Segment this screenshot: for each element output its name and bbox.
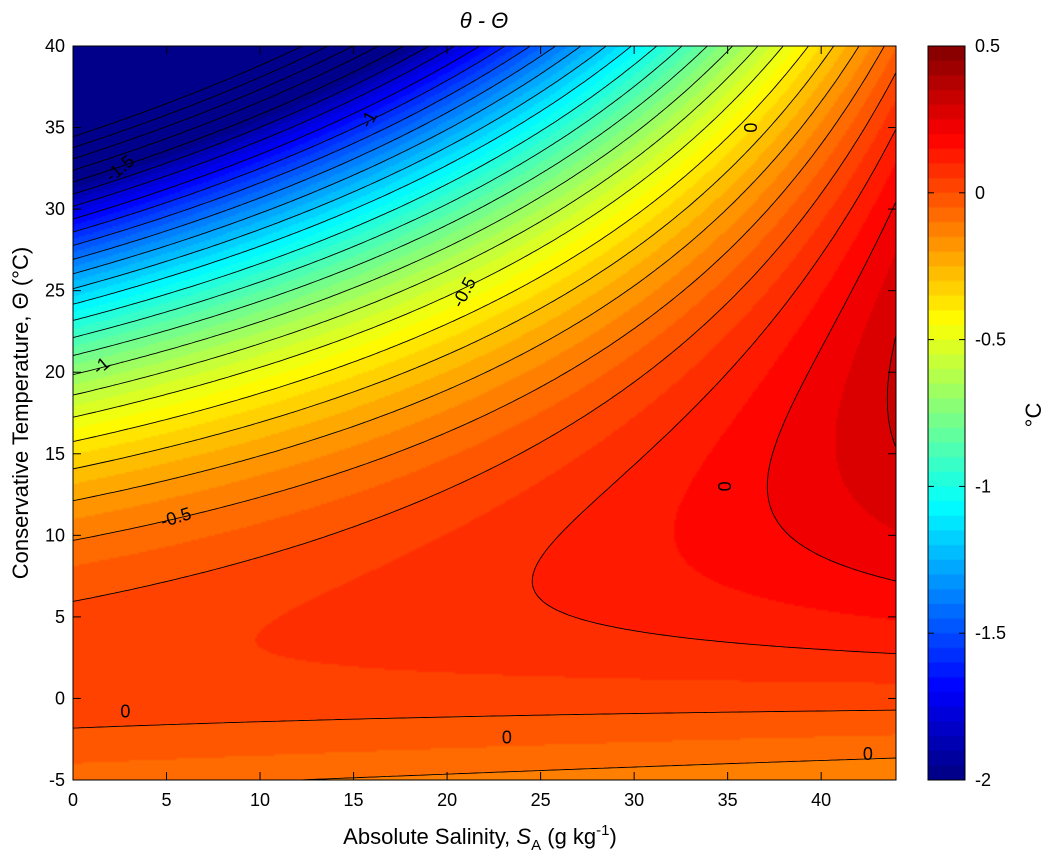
contour-line <box>73 46 405 183</box>
x-tick-label: 25 <box>531 790 551 810</box>
contour-line <box>73 46 759 396</box>
contour-label: 0 <box>120 702 130 722</box>
colorbar-tick-label: -1.5 <box>975 623 1006 643</box>
x-tick-label: 20 <box>437 790 457 810</box>
colorbar-frame <box>927 45 966 781</box>
contour-line <box>73 46 683 339</box>
colorbar-ticks: -2 -1.5 -1 -0.5 0 0.5 <box>928 36 1006 790</box>
contour-line <box>73 46 784 418</box>
contour-line <box>73 46 835 470</box>
y-axis: -5 0 5 10 15 20 25 30 35 40 <box>45 36 896 790</box>
contour-label-text: 0 <box>740 123 760 133</box>
contour-line <box>73 46 480 220</box>
contour-line <box>73 46 531 246</box>
colorbar-label: °C <box>1021 403 1046 428</box>
x-tick-label: 0 <box>68 790 78 810</box>
contour-line <box>73 46 379 171</box>
contour-line <box>73 46 430 195</box>
contour-label-text: 0 <box>120 702 130 722</box>
contour-line <box>73 46 896 780</box>
contour-label: 0 <box>714 481 734 491</box>
chart-title: θ - Θ <box>460 8 509 33</box>
x-tick-label: 5 <box>162 790 172 810</box>
contour-lines <box>73 46 896 780</box>
x-tick-label: 10 <box>250 790 270 810</box>
contour-line <box>73 46 556 260</box>
contour-line <box>73 46 860 502</box>
contour-line <box>73 46 303 138</box>
x-axis-label: Absolute Salinity, SA (g kg-1) <box>343 822 617 854</box>
y-tick-label: 40 <box>45 36 65 56</box>
colorbar: -2 -1.5 -1 -0.5 0 0.5 <box>927 36 1006 790</box>
contour-label: 0 <box>740 123 760 133</box>
contour-line <box>73 46 582 275</box>
x-tick-label: 15 <box>344 790 364 810</box>
y-tick-label: 30 <box>45 199 65 219</box>
contour-line <box>73 46 632 305</box>
plot-frame <box>72 45 897 781</box>
colorbar-tick-label: -0.5 <box>975 330 1006 350</box>
colorbar-tick-label: 0 <box>975 183 985 203</box>
contour-line <box>73 46 809 443</box>
contour-label: 0 <box>502 728 512 748</box>
contour-label-text: 0 <box>502 728 512 748</box>
x-tick-label: 35 <box>718 790 738 810</box>
colorbar-gradient <box>928 46 965 780</box>
contour-line <box>73 46 354 160</box>
y-axis-label: Conservative Temperature, Θ (°C) <box>8 247 33 579</box>
contour-line <box>73 46 733 376</box>
y-tick-label: 25 <box>45 281 65 301</box>
contour-label: 0 <box>863 744 873 764</box>
y-tick-label: 15 <box>45 444 65 464</box>
x-tick-label: 40 <box>811 790 831 810</box>
y-tick-label: 0 <box>55 688 65 708</box>
contour-line <box>73 46 329 149</box>
heatmap-image <box>73 46 896 780</box>
x-tick-label: 30 <box>624 790 644 810</box>
y-tick-label: 10 <box>45 525 65 545</box>
contour-line <box>73 46 657 321</box>
colorbar-tick-label: 0.5 <box>975 36 1000 56</box>
contour-line <box>531 128 896 655</box>
y-tick-label: -5 <box>49 770 65 790</box>
colorbar-tick-label: -2 <box>975 770 991 790</box>
colorbar-tick-label: -1 <box>975 476 991 496</box>
x-axis: 0 5 10 15 20 25 30 35 40 <box>68 46 831 810</box>
contour-label-text: 0 <box>863 744 873 764</box>
y-tick-label: 35 <box>45 118 65 138</box>
contour-line <box>73 46 708 356</box>
y-tick-label: 5 <box>55 607 65 627</box>
y-tick-label: 20 <box>45 362 65 382</box>
contour-line <box>73 46 506 233</box>
contour-line <box>73 46 607 290</box>
contour-label-text: 0 <box>714 481 734 491</box>
